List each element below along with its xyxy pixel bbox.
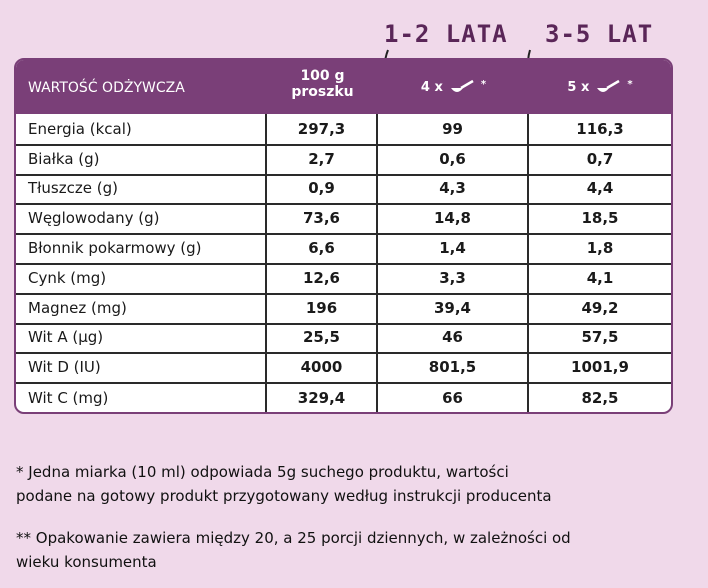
header-dose: 4 x * xyxy=(378,78,529,96)
value-cell: 14,8 xyxy=(378,203,529,236)
scoop-icon xyxy=(597,79,620,92)
value-cell: 1,8 xyxy=(529,233,671,265)
value-cell: 116,3 xyxy=(529,114,671,146)
header-nutrient: WARTOŚĆ ODŻYWCZA xyxy=(28,80,185,96)
age-label: 1-2 LATA xyxy=(384,20,508,48)
value-cell: 1001,9 xyxy=(529,352,671,385)
header-per100: 100 g proszku xyxy=(267,68,378,100)
value-cell: 1,4 xyxy=(378,233,529,265)
value-cell: 4,3 xyxy=(378,173,529,206)
value-cell: 25,5 xyxy=(267,322,378,355)
header-dose: 5 x * xyxy=(529,78,671,96)
footnote-line: ** Opakowanie zawiera między 20, a 25 po… xyxy=(16,529,571,547)
value-cell: 329,4 xyxy=(267,382,378,412)
footnote-line: wieku konsumenta xyxy=(16,553,157,571)
value-cell: 4000 xyxy=(267,352,378,385)
dose-count: 4 x xyxy=(420,79,443,95)
nutrient-cell: Wit D (IU) xyxy=(16,352,267,385)
value-cell: 2,7 xyxy=(267,143,378,176)
value-cell: 297,3 xyxy=(267,114,378,146)
value-cell: 4,1 xyxy=(529,263,671,295)
value-cell: 39,4 xyxy=(378,292,529,325)
nutrient-cell: Tłuszcze (g) xyxy=(16,173,267,206)
value-cell: 6,6 xyxy=(267,233,378,265)
scoop-icon xyxy=(450,79,474,92)
dose-count: 5 x xyxy=(567,79,590,95)
value-cell: 196 xyxy=(267,292,378,325)
header-line: 100 g xyxy=(300,68,345,84)
nutrient-cell: Cynk (mg) xyxy=(16,263,267,295)
dose-note: * xyxy=(480,78,487,90)
nutrient-cell: Wit C (mg) xyxy=(16,382,267,412)
table-header: WARTOŚĆ ODŻYWCZA 100 g proszku 4 x * 5 x * xyxy=(16,60,671,114)
value-cell: 66 xyxy=(378,382,529,412)
value-cell: 3,3 xyxy=(378,263,529,295)
value-cell: 0,9 xyxy=(267,173,378,206)
nutrient-cell: Energia (kcal) xyxy=(16,114,267,146)
value-cell: 99 xyxy=(378,114,529,146)
footnote: ** Opakowanie zawiera między 20, a 25 po… xyxy=(16,526,571,574)
age-label: 3-5 LAT xyxy=(545,20,654,48)
footnote: * Jedna miarka (10 ml) odpowiada 5g such… xyxy=(16,460,552,508)
value-cell: 46 xyxy=(378,322,529,355)
footnote-line: podane na gotowy produkt przygotowany we… xyxy=(16,487,552,505)
value-cell: 801,5 xyxy=(378,352,529,385)
header-line: proszku xyxy=(291,84,354,100)
value-cell: 0,6 xyxy=(378,143,529,176)
value-cell: 4,4 xyxy=(529,174,671,206)
nutrient-cell: Błonnik pokarmowy (g) xyxy=(16,233,267,265)
nutrition-table: WARTOŚĆ ODŻYWCZA 100 g proszku 4 x * 5 x * … xyxy=(14,58,673,414)
footnote-line: * Jedna miarka (10 ml) odpowiada 5g such… xyxy=(16,463,509,481)
dose-note: * xyxy=(627,78,633,90)
value-cell: 0,7 xyxy=(529,144,671,176)
nutrient-cell: Wit A (µg) xyxy=(16,322,267,355)
value-cell: 57,5 xyxy=(529,323,671,355)
nutrient-cell: Węglowodany (g) xyxy=(16,203,267,236)
value-cell: 49,2 xyxy=(529,293,671,325)
value-cell: 82,5 xyxy=(581,389,619,408)
nutrient-cell: Magnez (mg) xyxy=(16,292,267,325)
value-cell: 73,6 xyxy=(267,203,378,236)
value-cell: 18,5 xyxy=(529,203,671,236)
value-cell: 12,6 xyxy=(267,263,378,295)
nutrient-cell: Białka (g) xyxy=(16,143,267,176)
